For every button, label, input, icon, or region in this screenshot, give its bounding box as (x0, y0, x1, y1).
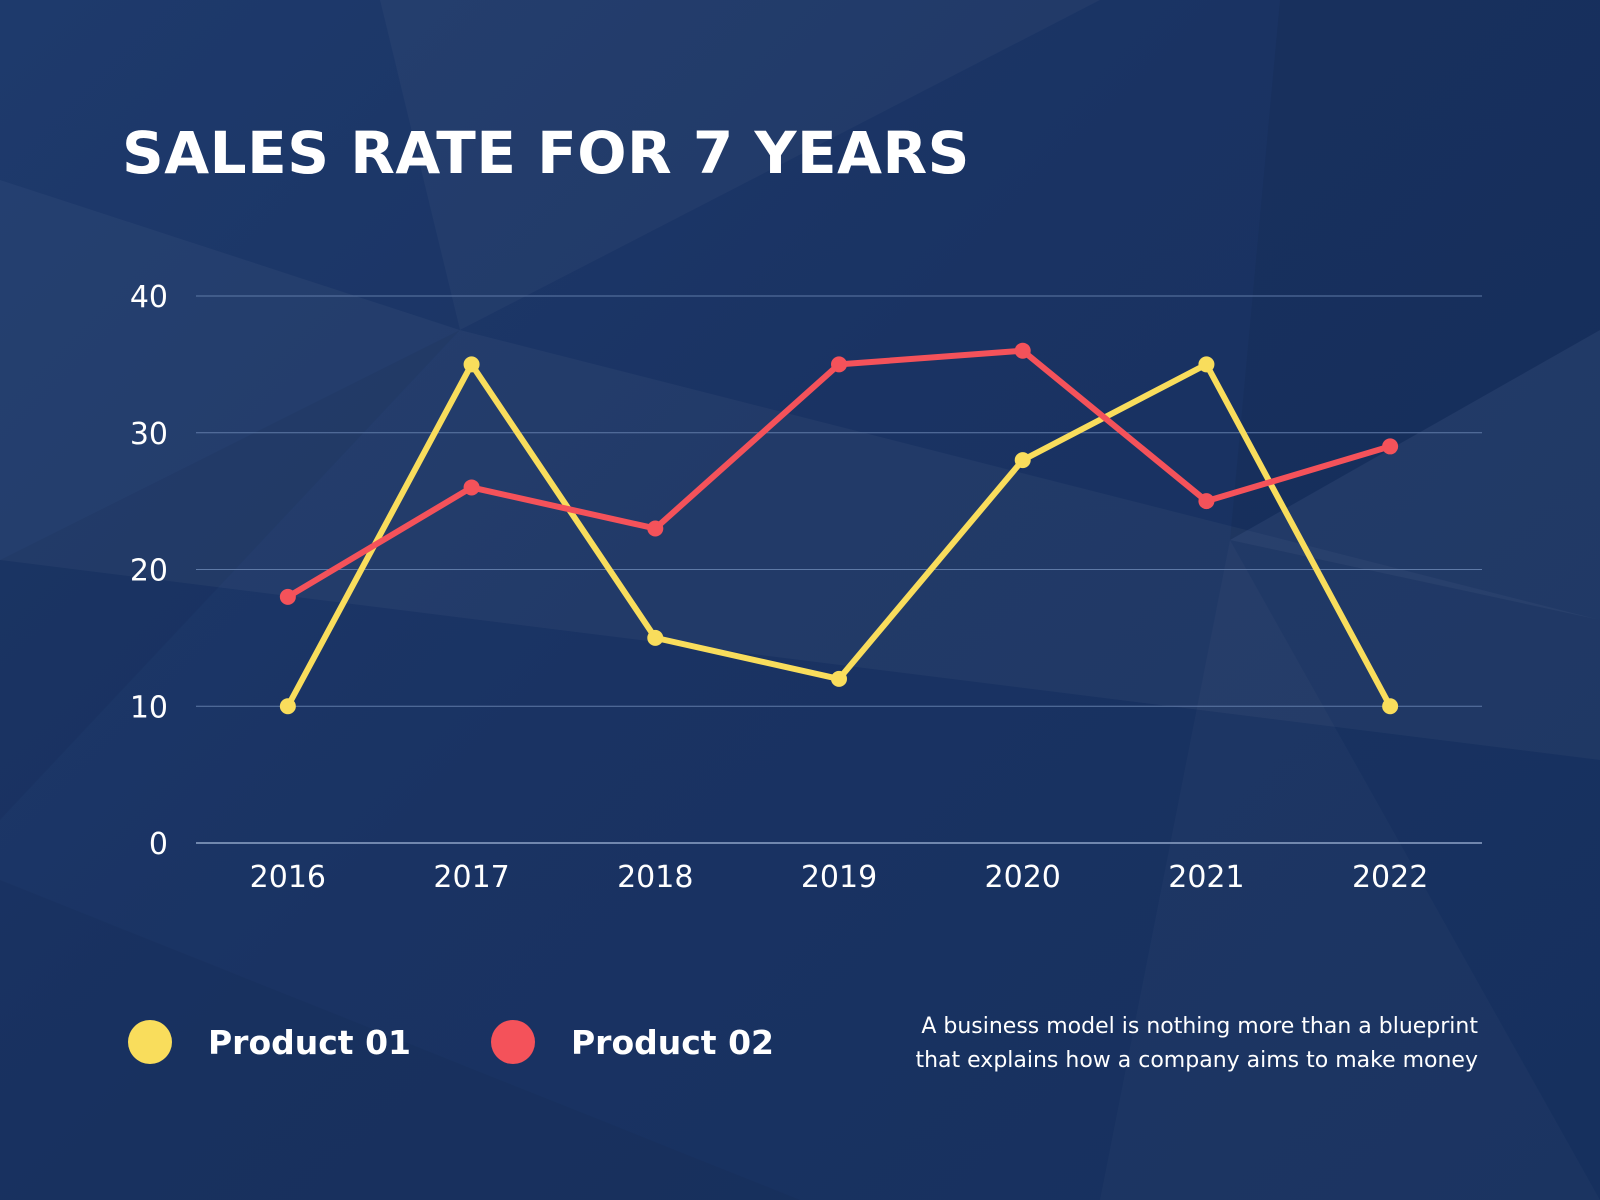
y-tick-label: 0 (149, 827, 168, 862)
note-line-1: A business model is nothing more than a … (921, 1014, 1478, 1039)
series-lines (279, 342, 1399, 715)
x-tick-label: 2016 (250, 860, 326, 895)
x-tick-label: 2021 (1168, 860, 1244, 895)
data-point (1014, 342, 1031, 359)
y-tick-label: 30 (130, 417, 168, 452)
legend: Product 01 Product 02 (128, 1020, 854, 1064)
series-line (284, 361, 1394, 710)
legend-item-product-01: Product 01 (128, 1020, 411, 1064)
x-tick-label: 2017 (433, 860, 509, 895)
x-axis-ticks: 2016 2017 2018 2019 2020 2021 2022 (250, 860, 1429, 895)
series-2 (279, 342, 1399, 605)
data-point (1198, 493, 1215, 510)
data-point (1382, 438, 1399, 455)
x-tick-label: 2018 (617, 860, 693, 895)
data-point (463, 356, 480, 373)
y-tick-label: 40 (130, 280, 168, 315)
note-line-2: that explains how a company aims to make… (915, 1048, 1478, 1073)
data-point (1014, 452, 1031, 469)
data-point (647, 629, 664, 646)
data-point (279, 588, 296, 605)
data-point (831, 356, 847, 373)
data-point (279, 698, 296, 715)
data-point (831, 670, 847, 687)
x-tick-label: 2020 (985, 860, 1061, 895)
legend-dot-icon (491, 1020, 535, 1064)
data-point (1382, 698, 1399, 715)
description-note: A business model is nothing more than a … (838, 1010, 1478, 1078)
gridlines (196, 295, 1482, 844)
legend-label: Product 02 (571, 1022, 774, 1062)
data-point (1198, 356, 1215, 373)
x-tick-label: 2019 (801, 860, 877, 895)
data-point (647, 520, 664, 537)
y-tick-label: 10 (130, 690, 168, 725)
series-line (284, 347, 1394, 600)
legend-item-product-02: Product 02 (491, 1020, 774, 1064)
y-tick-label: 20 (130, 554, 168, 589)
chart-title: SALES RATE FOR 7 YEARS (122, 119, 970, 187)
series-1 (279, 356, 1399, 715)
legend-label: Product 01 (208, 1022, 411, 1062)
y-axis-ticks: 0 10 20 30 40 (130, 280, 168, 862)
data-point (463, 479, 480, 496)
legend-dot-icon (128, 1020, 172, 1064)
x-tick-label: 2022 (1352, 860, 1428, 895)
